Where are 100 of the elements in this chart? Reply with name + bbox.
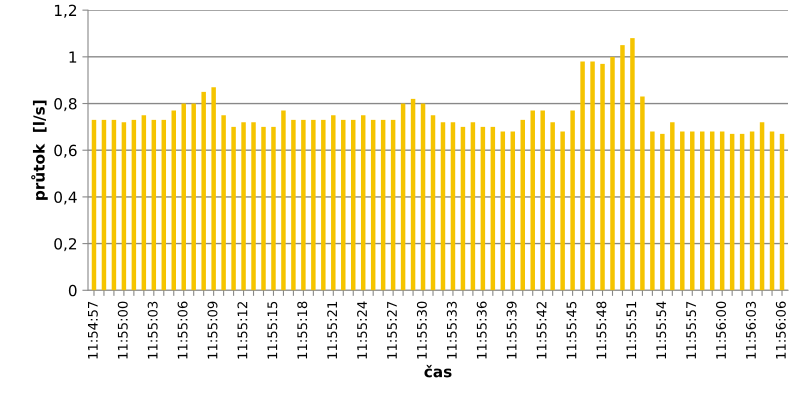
bar (321, 120, 326, 290)
x-tick-label: 11:55:45 (566, 302, 576, 359)
x-tick-label: 11:55:12 (237, 302, 248, 359)
x-tick-label: 11:56:06 (776, 302, 786, 359)
y-tick-label: 0,2 (54, 238, 76, 252)
bar (770, 132, 774, 290)
bar (301, 120, 306, 290)
y-tick-label: 1 (70, 52, 76, 63)
bar (660, 134, 665, 290)
x-axis-title: čas (424, 364, 452, 378)
x-tick-label: 11:55:42 (536, 302, 547, 359)
bar (460, 126, 466, 290)
bar (470, 122, 476, 290)
bar (740, 134, 744, 290)
x-tick-label: 11:56:00 (716, 302, 726, 359)
bar (370, 120, 376, 290)
x-tick-label: 11:55:57 (686, 302, 696, 359)
bar (630, 38, 635, 290)
bar (570, 110, 575, 290)
bar (680, 132, 685, 290)
x-tick-label: 11:55:27 (386, 302, 397, 359)
bar (730, 134, 734, 290)
bar (720, 132, 724, 290)
bar (450, 122, 456, 290)
bar (590, 62, 595, 290)
bar (480, 126, 486, 290)
bar (191, 104, 196, 290)
bar (221, 115, 226, 290)
bar (750, 132, 754, 290)
x-tick-label: 11:55:36 (476, 302, 487, 359)
x-tick-label: 11:55:06 (178, 302, 188, 359)
bar (112, 120, 116, 290)
x-tick-label: 11:55:33 (446, 302, 457, 359)
x-tick-label: 11:55:48 (596, 302, 606, 359)
bar (102, 120, 106, 290)
x-tick-label: 11:55:54 (656, 301, 666, 359)
bar (410, 98, 416, 290)
bar (650, 132, 655, 290)
y-tick-label: 0 (68, 284, 77, 296)
bar (490, 126, 496, 290)
bar (281, 110, 286, 290)
bar (231, 126, 236, 290)
bar (520, 120, 525, 290)
bar (241, 122, 246, 290)
x-tick-label: 11:55:00 (118, 302, 128, 359)
bar (142, 115, 146, 290)
bar (380, 120, 386, 290)
bar (710, 132, 714, 290)
bar (760, 122, 764, 290)
bar (430, 115, 436, 290)
bar (351, 120, 356, 290)
x-tick-label: 11:55:30 (416, 302, 427, 359)
bar (162, 120, 166, 290)
bar (780, 134, 784, 290)
y-axis-title: průtok [l/s] (31, 100, 48, 200)
bar (152, 120, 156, 290)
bar (341, 120, 346, 290)
bar (360, 115, 366, 290)
x-tick-label: 11:56:03 (746, 302, 756, 359)
y-tick-label: 0,8 (54, 98, 77, 112)
x-tick-label: 11:55:18 (297, 302, 308, 359)
bar (600, 64, 605, 290)
bar (92, 120, 96, 290)
bar (172, 110, 176, 290)
bar (181, 104, 186, 290)
bar (390, 120, 396, 290)
bar (251, 122, 256, 290)
bar (400, 104, 406, 290)
bar (331, 115, 336, 290)
bar (311, 120, 316, 290)
x-tick-label: 11:55:21 (327, 302, 338, 359)
bar (510, 132, 516, 290)
x-tick-label: 11:55:39 (506, 302, 517, 359)
bar (640, 96, 645, 290)
bar (550, 122, 555, 290)
bar (132, 120, 136, 290)
bar (122, 122, 126, 290)
x-tick-label: 11:55:15 (267, 302, 278, 359)
bar (271, 126, 276, 290)
bar (560, 132, 565, 290)
bar (201, 92, 206, 290)
bar (500, 132, 506, 290)
bar (440, 122, 446, 290)
x-tick-label: 11:55:09 (207, 302, 218, 359)
y-tick-label: 0,4 (54, 191, 77, 204)
bar (420, 104, 426, 290)
bar (620, 45, 625, 290)
bar (291, 120, 296, 290)
y-tick-label: 0,6 (54, 144, 77, 158)
y-tick-label: 1,2 (54, 4, 76, 18)
bar (530, 110, 535, 290)
x-tick-label: 11:55:51 (626, 302, 636, 359)
bar (540, 110, 545, 290)
x-tick-label: 11:55:03 (148, 302, 158, 359)
bar (670, 122, 675, 290)
x-tick-label: 11:54:57 (88, 302, 98, 359)
bar (580, 62, 585, 290)
x-tick-label: 11:55:24 (357, 301, 368, 359)
bar (211, 87, 216, 290)
bar (690, 132, 695, 290)
